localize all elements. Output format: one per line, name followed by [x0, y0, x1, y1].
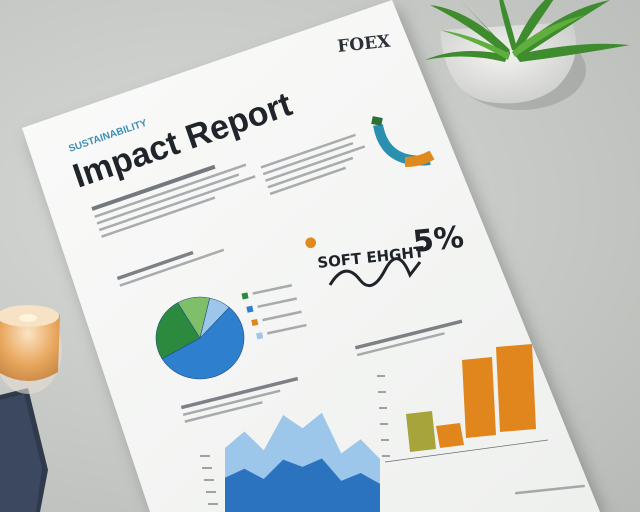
legend-swatch — [256, 332, 264, 340]
bar — [496, 344, 536, 432]
bar-tick — [381, 439, 389, 441]
bar-tick — [382, 455, 390, 457]
bar-chart — [377, 344, 549, 463]
legend-swatch — [251, 318, 259, 327]
area-series-dark — [225, 458, 380, 512]
donut-accent — [371, 116, 435, 167]
pie-slice — [199, 297, 230, 339]
bar — [462, 357, 496, 438]
area-tick — [200, 455, 210, 457]
footer-text-lines — [515, 484, 585, 495]
notebook — [0, 388, 48, 512]
right-text-lines — [260, 133, 366, 196]
bar-tick — [377, 375, 385, 377]
bar-tick — [378, 391, 386, 393]
legend-swatch — [241, 292, 249, 300]
area-chart — [200, 412, 380, 512]
potted-plant — [425, 0, 630, 110]
pie-slice — [155, 302, 201, 360]
area-chart-heading — [180, 376, 299, 423]
legend-swatch — [246, 305, 254, 313]
bar — [406, 411, 436, 452]
pie-heading-lines — [116, 248, 225, 287]
report-sheet — [22, 0, 600, 512]
pie-slice — [161, 306, 245, 380]
figure-squiggle — [328, 257, 422, 288]
area-tick — [202, 467, 212, 469]
bar — [436, 423, 464, 448]
intro-text-lines — [91, 163, 256, 238]
bar-tick — [379, 407, 387, 409]
area-tick — [208, 503, 218, 505]
figure-number: 5% — [411, 220, 465, 260]
area-tick — [206, 491, 216, 493]
figure-accent-word: ● — [304, 234, 318, 251]
pie-legend — [241, 284, 307, 340]
candle-jar — [0, 305, 62, 394]
bar-chart-heading — [354, 319, 463, 357]
pie-chart — [155, 296, 245, 380]
bar-axis — [384, 439, 549, 463]
area-tick — [204, 479, 214, 481]
bar-tick — [380, 423, 388, 425]
